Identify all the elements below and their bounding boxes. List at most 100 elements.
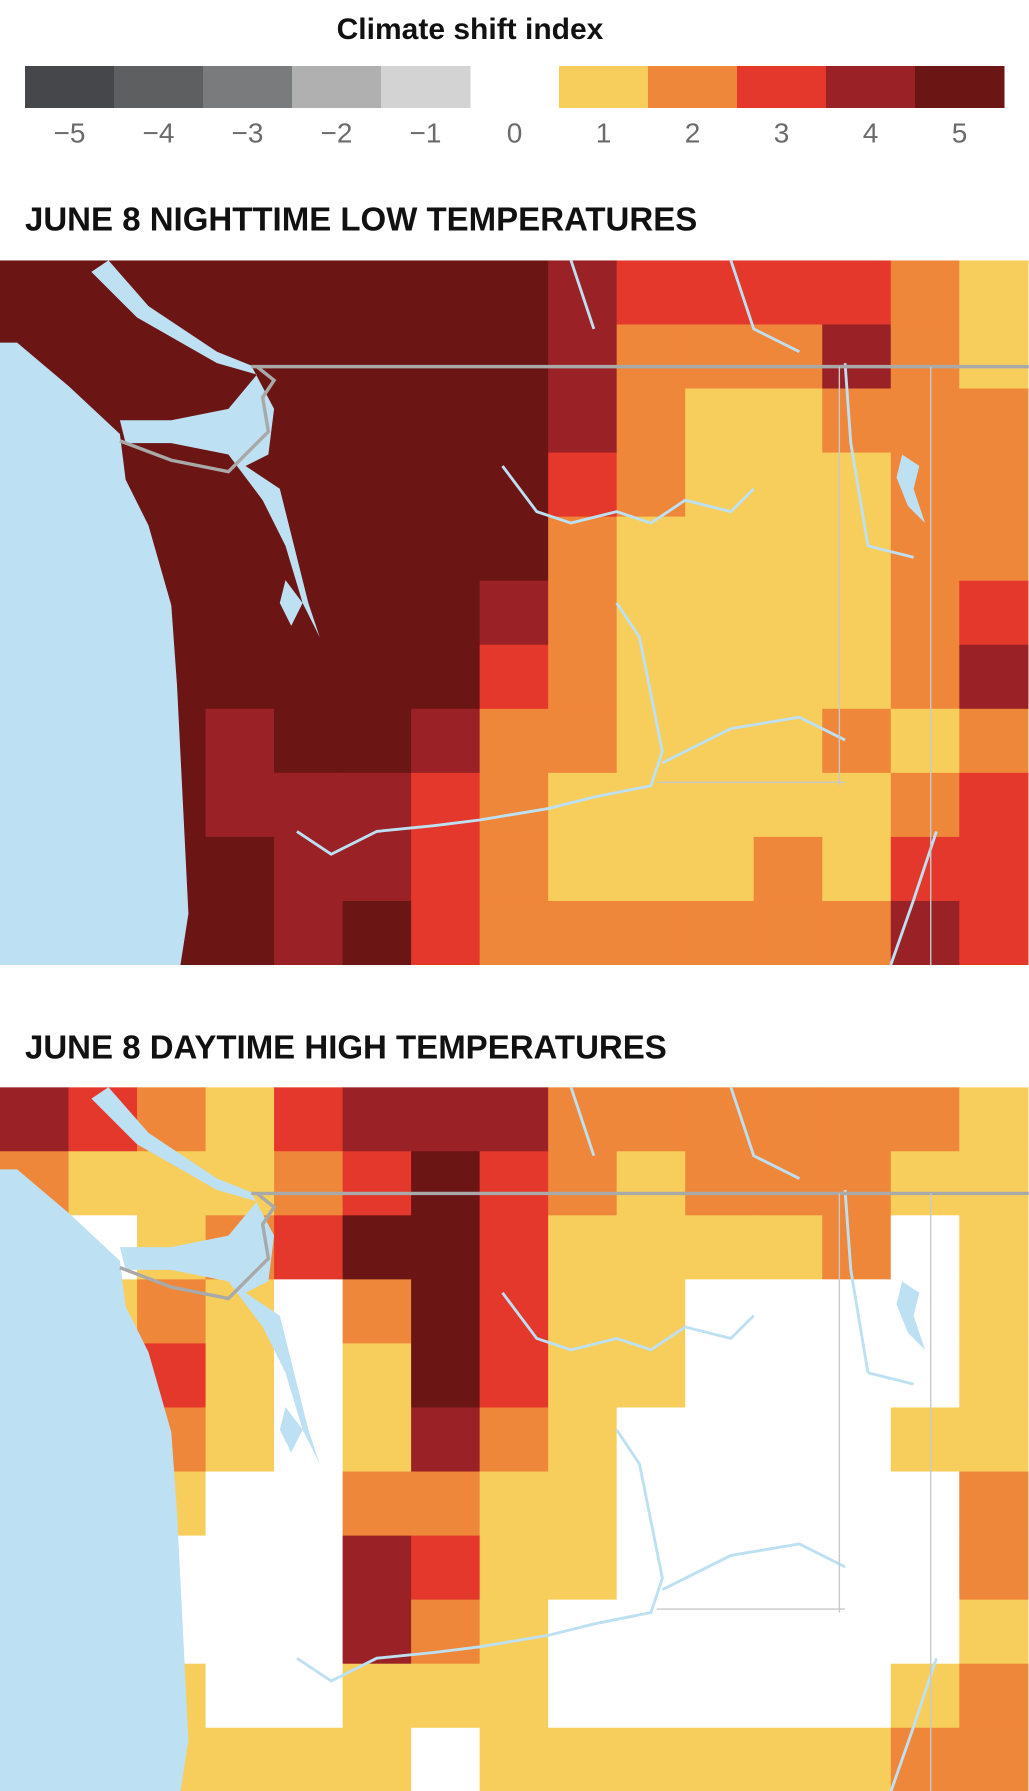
grid-cell	[822, 1663, 892, 1729]
state-line	[656, 1193, 932, 1791]
grid-cell	[959, 1279, 1029, 1345]
grid-cell	[411, 1407, 481, 1473]
grid-cell	[685, 644, 755, 710]
grid-cell	[685, 516, 755, 582]
grid-cell	[890, 388, 960, 454]
grid-cell	[548, 836, 618, 902]
grid-cell	[685, 260, 755, 326]
grid-cell	[959, 260, 1029, 326]
grid-cell	[68, 1151, 138, 1216]
grid-cell	[890, 1151, 960, 1216]
state-line	[656, 366, 932, 966]
grid-cell	[342, 1343, 412, 1409]
legend: −5 −4 −3 −2 −1 0 1 2 3 4 5	[25, 66, 1005, 148]
grid-cell	[822, 1727, 892, 1791]
grid-cell	[548, 900, 618, 966]
grid-cell	[685, 1279, 755, 1345]
grid-cell	[753, 644, 823, 710]
grid-cell	[274, 388, 344, 454]
grid-cell	[822, 324, 892, 390]
grid-cell	[479, 388, 549, 454]
grid-cell	[616, 1535, 686, 1601]
grid-cell	[479, 452, 549, 518]
grid-cell	[479, 260, 549, 326]
grid-cell	[685, 772, 755, 838]
grid-cell	[274, 1535, 344, 1601]
grid-cell	[411, 1151, 481, 1216]
grid-cell	[342, 900, 412, 966]
grid-cell	[411, 1279, 481, 1345]
border	[119, 1191, 1029, 1301]
grid-cell	[822, 1599, 892, 1665]
grid-cell	[616, 1215, 686, 1281]
grid-cell	[342, 1727, 412, 1791]
grid-cell	[274, 260, 344, 326]
grid-cell	[753, 900, 823, 966]
grid-cell	[685, 1599, 755, 1665]
grid-cell	[890, 1535, 960, 1601]
grid-cell	[342, 772, 412, 838]
grid-cell	[274, 1087, 344, 1152]
grid-cell	[753, 452, 823, 518]
grid-cell	[205, 1663, 275, 1729]
grid-cell	[959, 1343, 1029, 1409]
legend-label: 2	[685, 117, 701, 148]
grid-cell	[548, 452, 618, 518]
grid-cell	[959, 452, 1029, 518]
grid-cell	[205, 836, 275, 902]
grid-cell	[205, 1407, 275, 1473]
grid-cell	[479, 516, 549, 582]
grid-cell	[274, 836, 344, 902]
grid-cell	[205, 1535, 275, 1601]
grid-cell	[616, 1663, 686, 1729]
grid-cell	[411, 644, 481, 710]
grid-cell	[411, 260, 481, 326]
legend-label: −1	[410, 117, 442, 148]
grid-cell	[479, 1727, 549, 1791]
map-title: JUNE 8 NIGHTTIME LOW TEMPERATURES	[25, 201, 697, 238]
grid-cell	[205, 772, 275, 838]
grid-cell	[890, 1215, 960, 1281]
grid-cell	[274, 452, 344, 518]
grid-cell	[411, 388, 481, 454]
grid-cell	[822, 1087, 892, 1152]
grid-cell	[205, 1599, 275, 1665]
grid-cell	[411, 1663, 481, 1729]
grid-cell	[685, 1471, 755, 1537]
grid-cell	[959, 644, 1029, 710]
grid-cell	[411, 1215, 481, 1281]
grid-cell	[616, 836, 686, 902]
ocean	[0, 1169, 189, 1791]
grid-cell	[411, 1535, 481, 1601]
grid-cell	[753, 1407, 823, 1473]
grid-cell	[342, 1279, 412, 1345]
grid-cell	[411, 452, 481, 518]
grid-cell	[753, 1471, 823, 1537]
grid-cell	[548, 1343, 618, 1409]
grid-cell	[479, 1215, 549, 1281]
grid-cell	[685, 836, 755, 902]
grid-cell	[411, 516, 481, 582]
grid-cell	[822, 1151, 892, 1216]
grid-cell	[753, 580, 823, 646]
grid-cell	[753, 1343, 823, 1409]
grid-cell	[959, 1151, 1029, 1216]
grid-cell	[753, 1279, 823, 1345]
grid-cell	[479, 1151, 549, 1216]
grid-cell	[479, 1535, 549, 1601]
legend-label: 0	[507, 117, 523, 148]
grid-cell	[342, 324, 412, 390]
map	[0, 1087, 1029, 1791]
grid-cell	[205, 516, 275, 582]
grid-cell	[411, 900, 481, 966]
grid-cell	[685, 1727, 755, 1791]
grid-cell	[890, 324, 960, 390]
grid-cell	[890, 1343, 960, 1409]
grid-cell	[959, 772, 1029, 838]
grid-cell	[411, 580, 481, 646]
grid-cell	[274, 644, 344, 710]
legend-label: −3	[232, 117, 264, 148]
grid-cell	[753, 772, 823, 838]
grid-cell	[890, 1663, 960, 1729]
legend-swatch	[648, 66, 738, 108]
